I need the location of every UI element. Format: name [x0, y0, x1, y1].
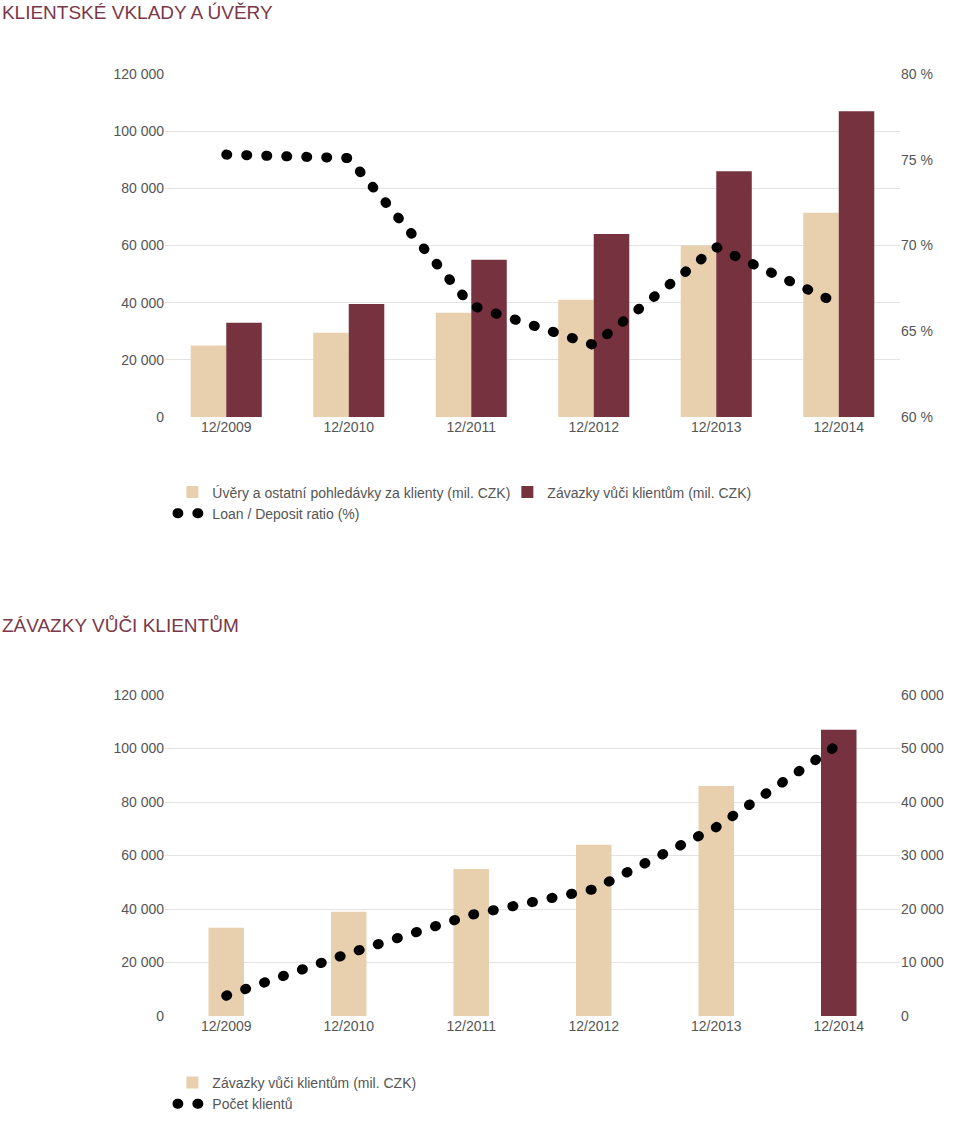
svg-text:12/2014: 12/2014: [813, 419, 864, 435]
svg-text:60 000: 60 000: [121, 847, 164, 863]
svg-text:20 000: 20 000: [901, 901, 944, 917]
svg-text:12/2014: 12/2014: [813, 1018, 864, 1034]
svg-text:120 000: 120 000: [113, 66, 164, 82]
svg-text:20 000: 20 000: [121, 954, 164, 970]
svg-text:ZÁVAZKY VŮČI KLIENTŮM: ZÁVAZKY VŮČI KLIENTŮM: [2, 615, 239, 636]
svg-text:100 000: 100 000: [113, 123, 164, 139]
svg-text:12/2011: 12/2011: [446, 1018, 496, 1034]
svg-text:12/2010: 12/2010: [323, 1018, 374, 1034]
svg-text:120 000: 120 000: [113, 687, 164, 703]
svg-text:12/2011: 12/2011: [446, 419, 496, 435]
svg-text:80 000: 80 000: [121, 180, 164, 196]
svg-text:75 %: 75 %: [901, 152, 933, 168]
svg-text:12/2012: 12/2012: [568, 419, 619, 435]
svg-text:60 000: 60 000: [901, 687, 944, 703]
svg-text:12/2009: 12/2009: [201, 419, 252, 435]
svg-text:80 %: 80 %: [901, 66, 933, 82]
svg-text:40 000: 40 000: [121, 295, 164, 311]
svg-text:12/2009: 12/2009: [201, 1018, 252, 1034]
svg-text:65 %: 65 %: [901, 323, 933, 339]
svg-text:0: 0: [901, 1008, 909, 1024]
svg-text:40 000: 40 000: [121, 901, 164, 917]
svg-text:80 000: 80 000: [121, 794, 164, 810]
svg-text:30 000: 30 000: [901, 847, 944, 863]
svg-text:100 000: 100 000: [113, 740, 164, 756]
svg-text:70 %: 70 %: [901, 237, 933, 253]
svg-text:60 %: 60 %: [901, 409, 933, 425]
svg-text:0: 0: [156, 409, 164, 425]
svg-text:12/2010: 12/2010: [323, 419, 374, 435]
svg-text:20 000: 20 000: [121, 352, 164, 368]
svg-text:12/2013: 12/2013: [691, 1018, 742, 1034]
svg-text:0: 0: [156, 1008, 164, 1024]
svg-text:Počet klientů: Počet klientů: [212, 1096, 292, 1112]
svg-text:40 000: 40 000: [901, 794, 944, 810]
svg-text:60 000: 60 000: [121, 237, 164, 253]
svg-text:Závazky vůči klientům (mil. CZ: Závazky vůči klientům (mil. CZK): [212, 1075, 416, 1091]
svg-text:12/2013: 12/2013: [691, 419, 742, 435]
svg-text:50 000: 50 000: [901, 740, 944, 756]
svg-text:Úvěry a ostatní pohledávky za: Úvěry a ostatní pohledávky za klienty (m…: [212, 485, 510, 501]
svg-text:KLIENTSKÉ VKLADY A ÚVĚRY: KLIENTSKÉ VKLADY A ÚVĚRY: [2, 2, 273, 23]
svg-text:10 000: 10 000: [901, 954, 944, 970]
svg-text:12/2012: 12/2012: [568, 1018, 619, 1034]
svg-text:Závazky vůči klientům (mil. CZ: Závazky vůči klientům (mil. CZK): [547, 485, 751, 501]
svg-text:Loan / Deposit ratio (%): Loan / Deposit ratio (%): [212, 506, 359, 522]
